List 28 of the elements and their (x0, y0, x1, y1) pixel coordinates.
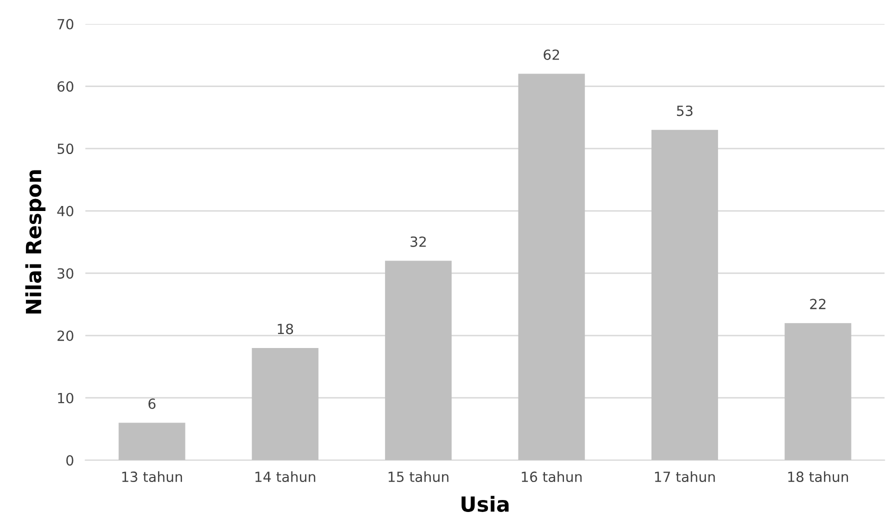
bar (118, 422, 186, 460)
bar (252, 348, 318, 460)
x-axis-title: Usia (462, 496, 509, 512)
y-tick-label: 70 (58, 18, 74, 30)
y-axis-title: Nilai Respon (25, 170, 46, 314)
y-tick-label: 20 (58, 330, 74, 342)
y-tick-label: 40 (57, 206, 74, 216)
y-tick-label: 60 (58, 81, 74, 92)
y-tick-label: 30 (58, 268, 74, 279)
data-label: 32 (410, 236, 426, 247)
x-tick-label: 16 tahun (522, 471, 582, 482)
x-tick-label: 14 tahun (255, 471, 316, 482)
y-tick-label: 10 (58, 392, 74, 404)
data-label: 6 (148, 398, 156, 409)
bar (784, 323, 852, 460)
x-tick-label: 13 tahun (122, 471, 182, 482)
data-label: 62 (544, 49, 559, 60)
bar (518, 74, 585, 460)
bar (385, 260, 452, 460)
x-tick-label: 17 tahun (655, 471, 715, 482)
data-label: 18 (278, 324, 294, 334)
data-label: 22 (810, 298, 826, 310)
y-tick-label: 50 (58, 144, 74, 154)
y-tick-label: 0 (66, 455, 74, 466)
x-tick-label: 18 tahun (788, 471, 848, 482)
x-tick-label: 15 tahun (388, 471, 448, 482)
data-label: 53 (676, 106, 692, 116)
bar (651, 130, 718, 460)
